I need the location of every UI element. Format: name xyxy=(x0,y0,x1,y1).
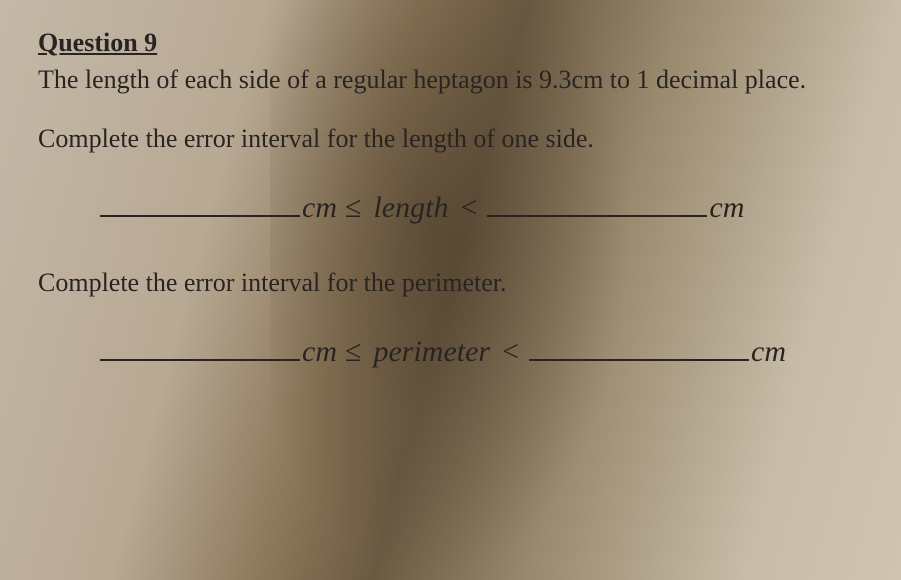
op-lt-2: < xyxy=(502,335,519,369)
instruction-length: Complete the error interval for the leng… xyxy=(38,121,863,156)
var-length: length xyxy=(373,191,448,225)
unit-cm-4: cm xyxy=(751,335,786,369)
instruction-perimeter: Complete the error interval for the peri… xyxy=(38,265,863,300)
question-content: Question 9 The length of each side of a … xyxy=(38,28,863,369)
blank-length-lower[interactable] xyxy=(100,184,300,217)
interval-perimeter: cm ≤ perimeter < cm xyxy=(38,328,863,369)
unit-cm-3: cm xyxy=(302,335,337,369)
unit-cm-2: cm xyxy=(709,191,744,225)
unit-cm-1: cm xyxy=(302,191,337,225)
blank-perimeter-lower[interactable] xyxy=(100,328,300,361)
op-lte-1: ≤ xyxy=(345,191,361,225)
var-perimeter: perimeter xyxy=(373,335,490,369)
blank-perimeter-upper[interactable] xyxy=(529,328,749,361)
op-lt-1: < xyxy=(460,191,477,225)
blank-length-upper[interactable] xyxy=(487,184,707,217)
op-lte-2: ≤ xyxy=(345,335,361,369)
question-text: The length of each side of a regular hep… xyxy=(38,62,863,97)
question-heading: Question 9 xyxy=(38,28,863,58)
interval-length: cm ≤ length < cm xyxy=(38,184,863,225)
